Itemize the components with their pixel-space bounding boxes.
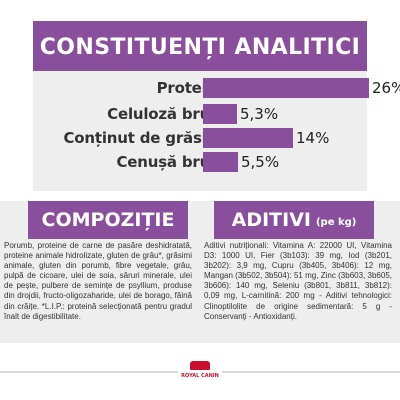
analytical-row-fiber: Celuloză brută 5,3% — [33, 104, 367, 124]
row-bar — [203, 152, 238, 172]
row-label: Conținut de grăsimi — [63, 129, 228, 147]
brand-logo-text: ROYAL CANIN — [181, 373, 219, 379]
row-value: 5,3% — [240, 105, 279, 123]
row-bar — [203, 78, 369, 98]
analytical-row-ash: Cenușă brută 5,5% — [33, 152, 367, 172]
additives-header: ADITIVI (pe kg) — [214, 201, 374, 239]
row-bar — [203, 104, 237, 124]
additives-unit: (pe kg) — [315, 216, 357, 228]
crown-icon — [190, 361, 210, 370]
additives-title: ADITIVI — [231, 209, 311, 231]
row-value: 26% — [372, 79, 400, 97]
composition-title: COMPOZIȚIE — [28, 201, 188, 239]
analytical-title: CONSTITUENȚI ANALITICI — [33, 21, 367, 71]
row-label: Celuloză brută — [107, 105, 227, 123]
row-value: 5,5% — [241, 153, 280, 171]
analytical-row-fat: Conținut de grăsimi 14% — [33, 128, 367, 148]
row-label: Cenușă brută — [116, 153, 227, 171]
composition-text: Porumb, proteine de carne de pasăre desh… — [4, 241, 192, 321]
analytical-row-protein: Proteină 26% — [33, 78, 400, 98]
row-bar — [203, 128, 293, 148]
row-value: 14% — [296, 129, 330, 147]
additives-text: Aditivi nutriționali: Vitamina A: 22000 … — [204, 241, 392, 321]
